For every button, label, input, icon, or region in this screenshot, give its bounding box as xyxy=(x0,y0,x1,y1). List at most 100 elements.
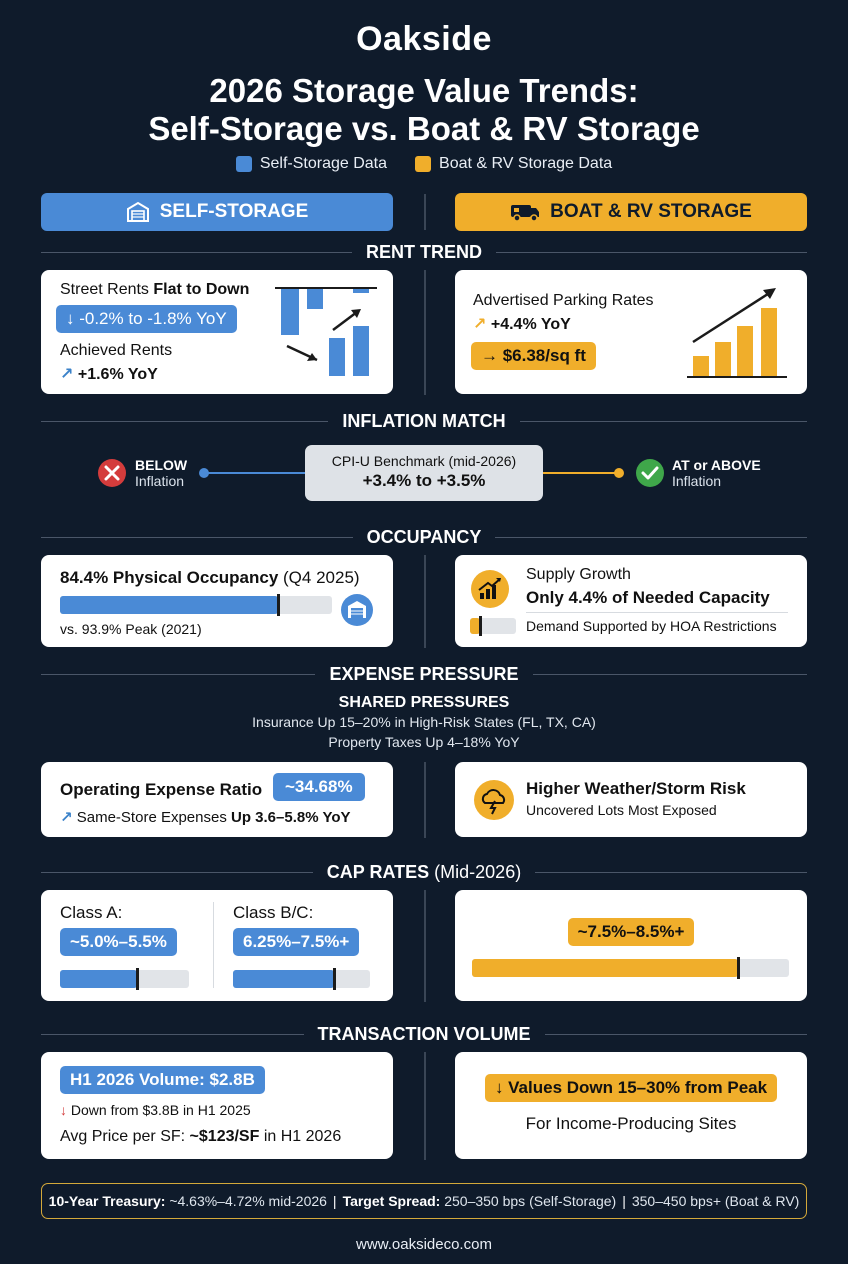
opex-ratio-pill: ~34.68% xyxy=(273,773,365,801)
shared-pressures-line-1: Insurance Up 15–20% in High-Risk States … xyxy=(252,714,596,730)
spread-self: 250–350 bps (Self-Storage) xyxy=(444,1193,617,1209)
above-title: AT or ABOVE xyxy=(672,457,761,473)
cap-rv-bar xyxy=(472,957,789,979)
volume-down-line: ↓ Down from $3.8B in H1 2025 xyxy=(60,1102,251,1118)
class-a-bar-marker xyxy=(136,968,140,990)
occupancy-rv-card: Supply Growth Only 4.4% of Needed Capaci… xyxy=(455,555,807,647)
below-inflation: BELOW Inflation xyxy=(135,457,187,489)
class-bc-label: Class B/C: xyxy=(233,903,314,922)
x-circle-icon xyxy=(98,459,126,487)
class-bc-bar-marker xyxy=(333,968,337,990)
cap-self-card: Class A: ~5.0%–5.5% Class B/C: 6.25%–7.5… xyxy=(41,890,393,1001)
same-store-bold: Up 3.6–5.8% YoY xyxy=(231,809,351,826)
occupancy-bar xyxy=(60,594,332,616)
storm-risk-title: Higher Weather/Storm Risk xyxy=(526,779,746,798)
achieved-rents-value: +1.6% YoY xyxy=(77,366,158,383)
below-sub: Inflation xyxy=(135,473,185,489)
section-title-expense: EXPENSE PRESSURE xyxy=(329,663,519,684)
rv-rates-label: Advertised Parking Rates xyxy=(473,292,654,309)
separator: | xyxy=(622,1193,626,1209)
opex-ratio-pill-wrap: ~34.68% xyxy=(273,773,365,801)
achieved-rents-label: Achieved Rents xyxy=(60,342,173,359)
cap-title: CAP RATES xyxy=(326,861,430,882)
divider xyxy=(424,762,426,838)
same-store-line: ↗ Same-Store Expenses Up 3.6–5.8% YoY xyxy=(60,808,351,826)
card-divider xyxy=(526,612,788,613)
occupancy-self-card: 84.4% Physical Occupancy (Q4 2025) vs. 9… xyxy=(41,555,393,647)
section-header-transaction: TRANSACTION VOLUME xyxy=(41,1021,807,1047)
arrow-down-icon: ↓ xyxy=(60,1102,67,1118)
rv-rates-change-line: ↗ +4.4% YoY xyxy=(473,314,571,334)
legend: Self-Storage Data Boat & RV Storage Data xyxy=(0,155,848,173)
gold-dot xyxy=(614,468,624,478)
card-divider xyxy=(213,902,214,988)
class-bc-pill: 6.25%–7.5%+ xyxy=(233,928,360,956)
opex-ratio-label: Operating Expense Ratio xyxy=(60,780,263,799)
transaction-self-card: H1 2026 Volume: $2.8B ↓ Down from $3.8B … xyxy=(41,1052,393,1159)
achieved-rents-line: ↗ +1.6% YoY xyxy=(60,364,158,384)
cap-rv-pill: ~7.5%–8.5%+ xyxy=(567,918,695,946)
website-link[interactable]: www.oaksideco.com xyxy=(356,1236,492,1253)
rv-truck-icon xyxy=(511,205,540,222)
section-header-occupancy: OCCUPANCY xyxy=(41,524,808,550)
same-store-label: Same-Store Expenses xyxy=(76,809,227,826)
class-bc-bar-fill xyxy=(233,970,335,988)
divider xyxy=(424,270,426,395)
title-line-1: 2026 Storage Value Trends: xyxy=(209,72,639,109)
values-down-pill: ↓ Values Down 15–30% from Peak xyxy=(484,1074,778,1102)
values-down-sub: For Income-Producing Sites xyxy=(525,1114,737,1133)
cpi-label: CPI-U Benchmark (mid-2026) xyxy=(331,453,517,469)
self-storage-banner: SELF-STORAGE xyxy=(41,193,393,231)
section-title-cap: CAP RATES (Mid-2026) xyxy=(327,862,521,883)
above-inflation: AT or ABOVE Inflation xyxy=(672,457,761,489)
self-storage-banner-label: SELF-STORAGE xyxy=(159,201,309,222)
cap-rv-pill-wrap: ~7.5%–8.5%+ xyxy=(455,918,807,946)
treasury-value: ~4.63%–4.72% mid-2026 xyxy=(169,1193,327,1209)
section-header-rent: RENT TREND xyxy=(41,239,807,265)
street-rents-line: Street Rents Flat to Down xyxy=(60,281,249,299)
cpi-value: +3.4% to +3.5% xyxy=(362,471,486,490)
blue-connector xyxy=(204,472,306,474)
legend-swatch-blue xyxy=(235,156,252,172)
supply-bar-marker xyxy=(479,616,483,636)
title-line-2: Self-Storage vs. Boat & RV Storage xyxy=(148,109,700,147)
gold-connector xyxy=(543,472,619,474)
storm-risk-sub: Uncovered Lots Most Exposed xyxy=(526,802,717,818)
rent-rv-card: Advertised Parking Rates ↗ +4.4% YoY → $… xyxy=(455,270,807,394)
class-a-label: Class A: xyxy=(60,903,123,922)
volume-down-text: Down from $3.8B in H1 2025 xyxy=(70,1102,251,1118)
section-header-inflation: INFLATION MATCH xyxy=(41,408,807,434)
shared-pressures-line-2: Property Taxes Up 4–18% YoY xyxy=(328,734,520,750)
arrow-up-icon: ↗ xyxy=(473,316,487,333)
class-a-bar xyxy=(60,968,189,990)
legend-item-self: Self-Storage Data xyxy=(235,155,388,173)
divider xyxy=(424,1052,426,1160)
rising-bars-icon xyxy=(687,288,787,378)
supply-bar-fill xyxy=(470,618,481,634)
storage-unit-icon xyxy=(341,594,373,626)
section-header-expense: EXPENSE PRESSURE xyxy=(41,661,807,687)
legend-label-self: Self-Storage Data xyxy=(259,155,388,172)
street-rents-pill: ↓ -0.2% to -1.8% YoY xyxy=(56,305,237,333)
cap-rv-bar-fill xyxy=(472,959,739,977)
brand-name: Oakside xyxy=(356,20,492,58)
cap-rv-bar-marker xyxy=(737,957,741,979)
arrow-up-icon: ↗ xyxy=(60,366,74,383)
divider xyxy=(424,194,426,230)
supply-growth-bold: Only 4.4% of Needed Capacity xyxy=(526,588,770,607)
blue-dot xyxy=(199,468,209,478)
rv-storage-banner-label: BOAT & RV STORAGE xyxy=(550,201,752,222)
occupancy-bar-marker xyxy=(276,594,280,616)
spread-label: Target Spread: xyxy=(342,1193,441,1209)
storage-building-icon xyxy=(126,201,149,222)
legend-label-rv: Boat & RV Storage Data xyxy=(439,155,613,172)
rv-storage-banner: BOAT & RV STORAGE xyxy=(455,193,807,231)
treasury-footer: 10-Year Treasury: ~4.63%–4.72% mid-2026 … xyxy=(41,1183,807,1219)
falling-bars-icon xyxy=(275,287,377,376)
volume-pill: H1 2026 Volume: $2.8B xyxy=(60,1066,265,1094)
section-header-cap: CAP RATES (Mid-2026) xyxy=(41,859,807,885)
street-rents-label: Street Rents xyxy=(60,281,149,298)
cap-subtitle: (Mid-2026) xyxy=(434,861,522,882)
avg-price-rest: in H1 2026 xyxy=(263,1128,342,1145)
avg-price-line: Avg Price per SF: ~$123/SF in H1 2026 xyxy=(60,1128,341,1146)
